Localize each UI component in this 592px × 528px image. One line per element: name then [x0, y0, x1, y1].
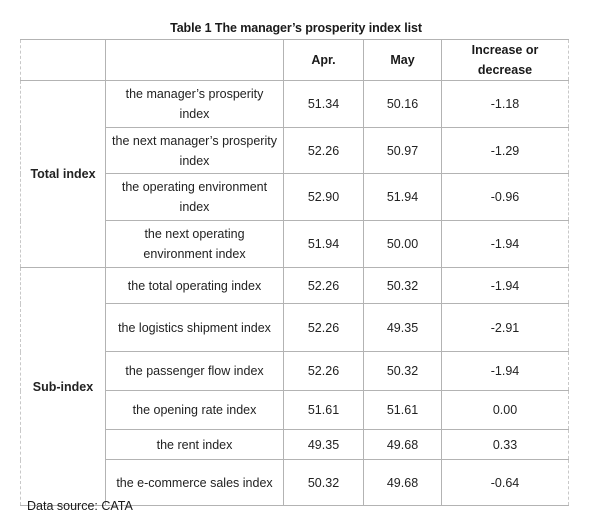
table-row: Total index the manager’s prosperity ind… [20, 80, 569, 268]
change-value: -2.91 [441, 303, 569, 352]
apr-value: 52.26 [283, 351, 364, 391]
header-row: Apr. May Increase or decrease [20, 39, 569, 81]
change-value: -1.94 [441, 267, 569, 304]
may-value: 50.16 [363, 80, 442, 128]
change-value: -0.64 [441, 459, 569, 506]
change-value: -0.96 [441, 173, 569, 221]
change-value: -1.94 [441, 351, 569, 391]
table-row: the next operating environment index 51.… [21, 220, 569, 268]
table-row: Sub-index the total operating index 52.2… [20, 267, 569, 506]
may-value: 49.68 [363, 429, 442, 460]
apr-value: 52.26 [283, 303, 364, 352]
index-name: the opening rate index [105, 390, 284, 430]
data-source-note: Data source: CATA [27, 499, 133, 513]
table-title: Table 1 The manager’s prosperity index l… [170, 21, 422, 35]
change-value: 0.00 [441, 390, 569, 430]
index-name: the total operating index [105, 267, 284, 304]
change-value: -1.94 [441, 220, 569, 268]
apr-value: 49.35 [283, 429, 364, 460]
may-value: 50.32 [363, 351, 442, 391]
index-name: the manager’s prosperity index [105, 80, 284, 128]
table-row: the operating environment index 52.90 51… [21, 173, 569, 221]
apr-value: 52.90 [283, 173, 364, 221]
header-index [105, 39, 284, 81]
table-row: the passenger flow index 52.26 50.32 -1.… [21, 351, 569, 391]
header-may: May [363, 39, 442, 81]
table-row: the e-commerce sales index 50.32 49.68 -… [21, 459, 569, 506]
index-name: the next manager’s prosperity index [105, 127, 284, 174]
may-value: 51.61 [363, 390, 442, 430]
index-name: the e-commerce sales index [105, 459, 284, 506]
may-value: 49.68 [363, 459, 442, 506]
apr-value: 50.32 [283, 459, 364, 506]
apr-value: 52.26 [283, 267, 364, 304]
may-value: 49.35 [363, 303, 442, 352]
may-value: 50.97 [363, 127, 442, 174]
apr-value: 51.61 [283, 390, 364, 430]
apr-value: 51.34 [283, 80, 364, 128]
index-name: the logistics shipment index [105, 303, 284, 352]
change-value: 0.33 [441, 429, 569, 460]
may-value: 51.94 [363, 173, 442, 221]
header-change: Increase or decrease [441, 39, 569, 81]
may-value: 50.32 [363, 267, 442, 304]
change-value: -1.18 [441, 80, 569, 128]
apr-value: 52.26 [283, 127, 364, 174]
header-apr: Apr. [283, 39, 364, 81]
table-row: the rent index 49.35 49.68 0.33 [21, 429, 569, 460]
apr-value: 51.94 [283, 220, 364, 268]
may-value: 50.00 [363, 220, 442, 268]
header-group [20, 39, 106, 81]
prosperity-index-table: Apr. May Increase or decrease Total inde… [20, 39, 569, 506]
change-value: -1.29 [441, 127, 569, 174]
group-label-sub: Sub-index [20, 267, 106, 506]
index-name: the rent index [105, 429, 284, 460]
table-row: the logistics shipment index 52.26 49.35… [21, 303, 569, 352]
index-name: the operating environment index [105, 173, 284, 221]
group-label-total: Total index [20, 80, 106, 268]
index-name: the next operating environment index [105, 220, 284, 268]
table-row: the next manager’s prosperity index 52.2… [21, 127, 569, 174]
index-name: the passenger flow index [105, 351, 284, 391]
